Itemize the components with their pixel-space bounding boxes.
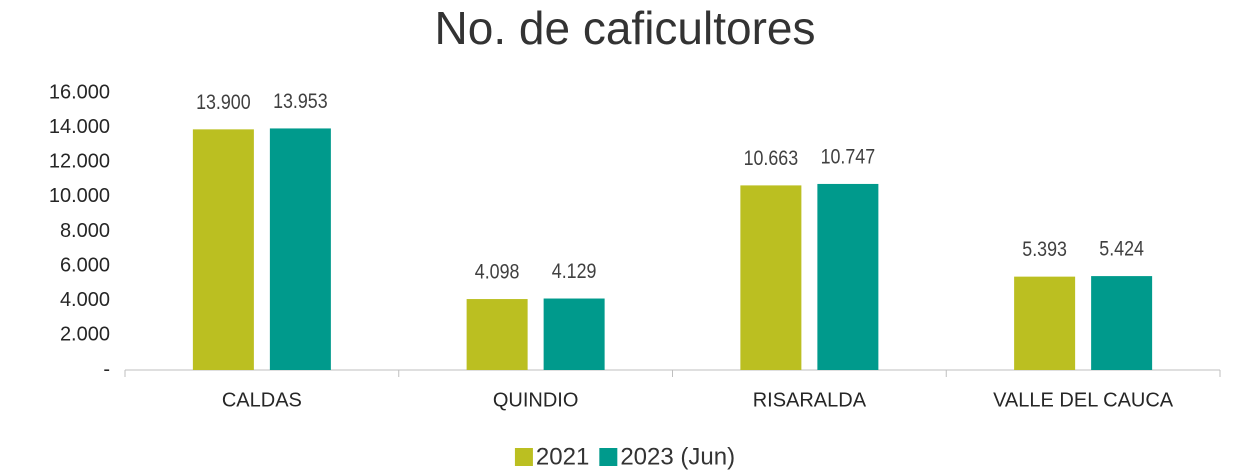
- y-tick-label: 12.000: [49, 151, 110, 173]
- y-tick-label: 6.000: [60, 254, 110, 276]
- data-label: 4.129: [552, 260, 597, 284]
- bar: [543, 298, 605, 370]
- bar: [466, 299, 528, 370]
- y-tick-label: 2.000: [60, 324, 110, 346]
- x-tick-label: CALDAS: [222, 389, 302, 411]
- bar: [740, 185, 802, 370]
- x-tick-label: QUINDIO: [493, 389, 579, 411]
- y-tick-label: 14.000: [49, 116, 110, 138]
- y-tick-label: 16.000: [49, 81, 110, 103]
- legend-swatch: [599, 448, 618, 466]
- legend-label: 2021: [536, 443, 589, 470]
- data-label: 10.747: [821, 145, 876, 169]
- chart-title: No. de caficultores: [435, 2, 816, 54]
- data-label: 4.098: [475, 260, 520, 284]
- legend-swatch: [514, 448, 533, 466]
- data-label: 13.953: [273, 90, 328, 114]
- bar: [1014, 276, 1076, 370]
- bar: [269, 128, 331, 370]
- y-tick-label: 4.000: [60, 289, 110, 311]
- x-tick-label: RISARALDA: [753, 389, 867, 411]
- data-label: 5.424: [1099, 237, 1144, 261]
- data-label: 5.393: [1022, 238, 1067, 262]
- y-tick-label: -: [103, 358, 110, 380]
- y-tick-label: 10.000: [49, 185, 110, 207]
- bar: [817, 183, 879, 370]
- y-tick-label: 8.000: [60, 220, 110, 242]
- x-tick-label: VALLE DEL CAUCA: [993, 389, 1174, 411]
- legend: 2021 2023 (Jun): [514, 443, 735, 470]
- bar: [1091, 276, 1153, 370]
- legend-label: 2023 (Jun): [620, 443, 735, 470]
- data-label: 10.663: [744, 147, 799, 171]
- data-label: 13.900: [196, 91, 251, 115]
- bar: [192, 129, 254, 370]
